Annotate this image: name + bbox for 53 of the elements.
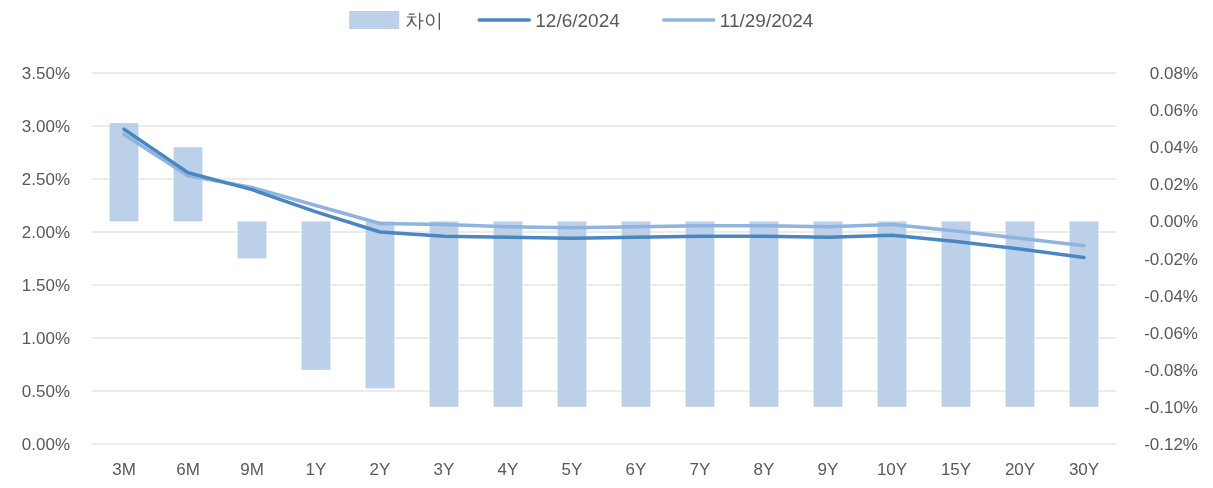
- x-tick-label: 9M: [240, 460, 264, 479]
- y2-tick-label: -0.12%: [1144, 435, 1198, 454]
- y2-tick-label: 0.06%: [1149, 101, 1198, 121]
- bar: [877, 221, 907, 407]
- y2-tick-label: 0.08%: [1149, 64, 1198, 83]
- bar: [1005, 221, 1035, 407]
- x-tick-label: 6M: [176, 460, 200, 479]
- bar: [109, 123, 139, 222]
- x-tick-label: 15Y: [940, 460, 972, 479]
- y-tick-label: 0.50%: [21, 382, 70, 401]
- y2-tick-label: 0.00%: [1149, 212, 1198, 232]
- y-tick-label: 3.50%: [21, 64, 70, 83]
- y-tick-label: 1.50%: [21, 276, 70, 295]
- x-tick-label: 4Y: [497, 460, 519, 479]
- y-tick-label: 1.00%: [21, 329, 70, 348]
- bar: [685, 221, 715, 407]
- x-tick-label: 8Y: [753, 460, 775, 479]
- x-tick-label: 20Y: [1004, 460, 1036, 479]
- y-tick-label: 2.00%: [21, 223, 70, 242]
- x-tick-label: 30Y: [1068, 460, 1100, 479]
- bar: [941, 221, 971, 407]
- legend-label: 12/6/2024: [535, 10, 621, 31]
- x-tick-label: 1Y: [305, 460, 327, 479]
- bar: [621, 221, 651, 407]
- y2-tick-label: -0.02%: [1144, 249, 1198, 269]
- x-tick-label: 9Y: [817, 460, 839, 479]
- bar: [237, 221, 267, 259]
- x-tick-label: 3M: [112, 460, 136, 479]
- x-tick-label: 6Y: [625, 460, 647, 479]
- bar: [301, 221, 331, 370]
- y-tick-label: 2.50%: [21, 170, 70, 189]
- x-tick-label: 2Y: [369, 460, 391, 479]
- bar: [557, 221, 587, 407]
- x-tick-label: 3Y: [433, 460, 455, 479]
- x-tick-label: 5Y: [561, 460, 583, 479]
- y-tick-label: 0.00%: [21, 435, 70, 454]
- y2-tick-label: 0.02%: [1149, 175, 1198, 195]
- x-tick-label: 7Y: [689, 460, 711, 479]
- y2-tick-label: -0.10%: [1144, 397, 1198, 417]
- y2-tick-label: 0.04%: [1149, 138, 1198, 158]
- bar: [493, 221, 523, 407]
- bar: [1069, 221, 1099, 407]
- bar: [365, 221, 395, 389]
- x-tick-label: 10Y: [876, 460, 908, 479]
- legend-label: 차이: [405, 10, 444, 31]
- y2-tick-label: -0.08%: [1144, 360, 1198, 380]
- y-tick-label: 3.00%: [21, 117, 70, 136]
- bar: [429, 221, 459, 407]
- bar: [749, 221, 779, 407]
- y2-tick-label: -0.04%: [1144, 286, 1198, 306]
- legend-label: 11/29/2024: [719, 10, 814, 31]
- y2-tick-label: -0.06%: [1144, 323, 1198, 343]
- bar: [813, 221, 843, 407]
